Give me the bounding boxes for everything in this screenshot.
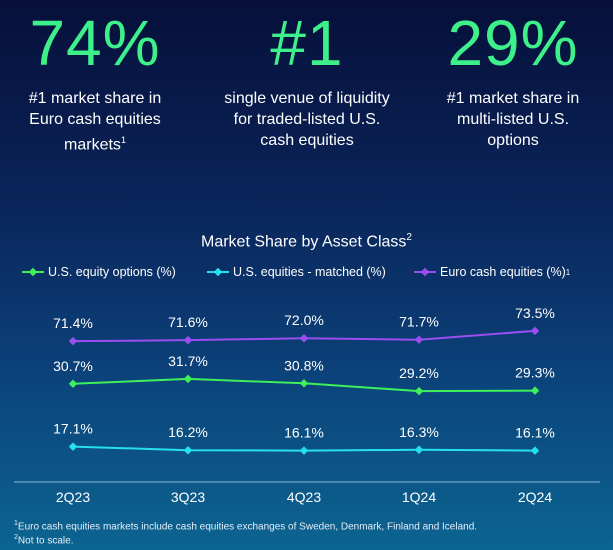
data-point-euro [530, 326, 540, 336]
data-label-euro: 71.7% [399, 314, 439, 330]
data-point-options [414, 386, 424, 396]
data-point-options [68, 379, 78, 389]
data-point-euro [299, 333, 309, 343]
line-chart: 30.7% 31.7% 30.8% 29.2% 29.3% 17.1% 16.2% 16.1%… [14, 305, 600, 505]
data-label-equities: 16.2% [168, 424, 208, 440]
stat-description: #1 market share in Euro cash equities ma… [28, 90, 162, 154]
data-label-euro: 72.0% [284, 312, 324, 328]
data-point-euro [414, 335, 424, 344]
data-point-options [530, 386, 540, 395]
data-label-equities: 17.1% [53, 421, 93, 437]
chart-title: Market Share by Asset Class2 [201, 232, 412, 251]
data-label-equities: 16.3% [399, 424, 439, 440]
data-point-euro [183, 335, 193, 345]
data-point-euro [68, 336, 78, 346]
data-label-options: 31.7% [168, 353, 208, 369]
data-label-options: 30.7% [53, 358, 93, 374]
footnote-1: 1Euro cash equities markets include cash… [14, 520, 478, 533]
data-point-equities [530, 446, 540, 455]
data-point-equities [68, 442, 78, 451]
legend-swatch-euro [414, 267, 436, 277]
footnote-2: 2Not to scale. [14, 534, 74, 547]
footnote-ref: 2 [406, 232, 412, 243]
x-tick-label: 1Q24 [402, 489, 436, 505]
stat-options-market-share: 29% #1 market share in multi-listed U.S.… [418, 8, 608, 151]
data-label-options: 30.8% [284, 357, 324, 373]
legend-item-euro: Euro cash equities (%) 1 [414, 265, 570, 279]
legend-item-options: U.S. equity options (%) [22, 265, 176, 279]
legend-swatch-options [22, 267, 44, 277]
x-tick-label: 2Q23 [56, 489, 90, 505]
legend-swatch-equities [207, 267, 229, 277]
data-label-equities: 16.1% [515, 425, 555, 441]
data-label-equities: 16.1% [284, 425, 324, 441]
stat-euro-market-share: 74% #1 market share in Euro cash equitie… [0, 8, 190, 155]
stat-value: #1 [270, 7, 344, 79]
data-label-options: 29.3% [515, 365, 555, 381]
stat-description: #1 market share in multi-listed U.S. opt… [446, 90, 580, 149]
stat-value: 29% [447, 7, 579, 79]
data-label-options: 29.2% [399, 365, 439, 381]
data-point-equities [183, 445, 193, 455]
stat-single-venue: #1 single venue of liquidity for traded-… [212, 8, 402, 151]
stat-value: 74% [29, 7, 161, 79]
data-label-euro: 71.4% [53, 315, 93, 331]
data-point-equities [299, 446, 309, 455]
data-label-euro: 73.5% [515, 305, 555, 321]
data-point-options [183, 374, 193, 384]
legend-item-equities: U.S. equities - matched (%) [207, 265, 386, 279]
x-tick-label: 4Q23 [287, 489, 321, 505]
x-tick-label: 2Q24 [518, 489, 552, 505]
footnote-ref: 1 [565, 267, 571, 277]
data-label-euro: 71.6% [168, 314, 208, 330]
footnote-ref: 1 [120, 135, 126, 145]
data-point-equities [414, 445, 424, 455]
data-point-options [299, 379, 309, 388]
x-tick-label: 3Q23 [171, 489, 205, 505]
stat-description: single venue of liquidity for traded-lis… [224, 90, 390, 149]
